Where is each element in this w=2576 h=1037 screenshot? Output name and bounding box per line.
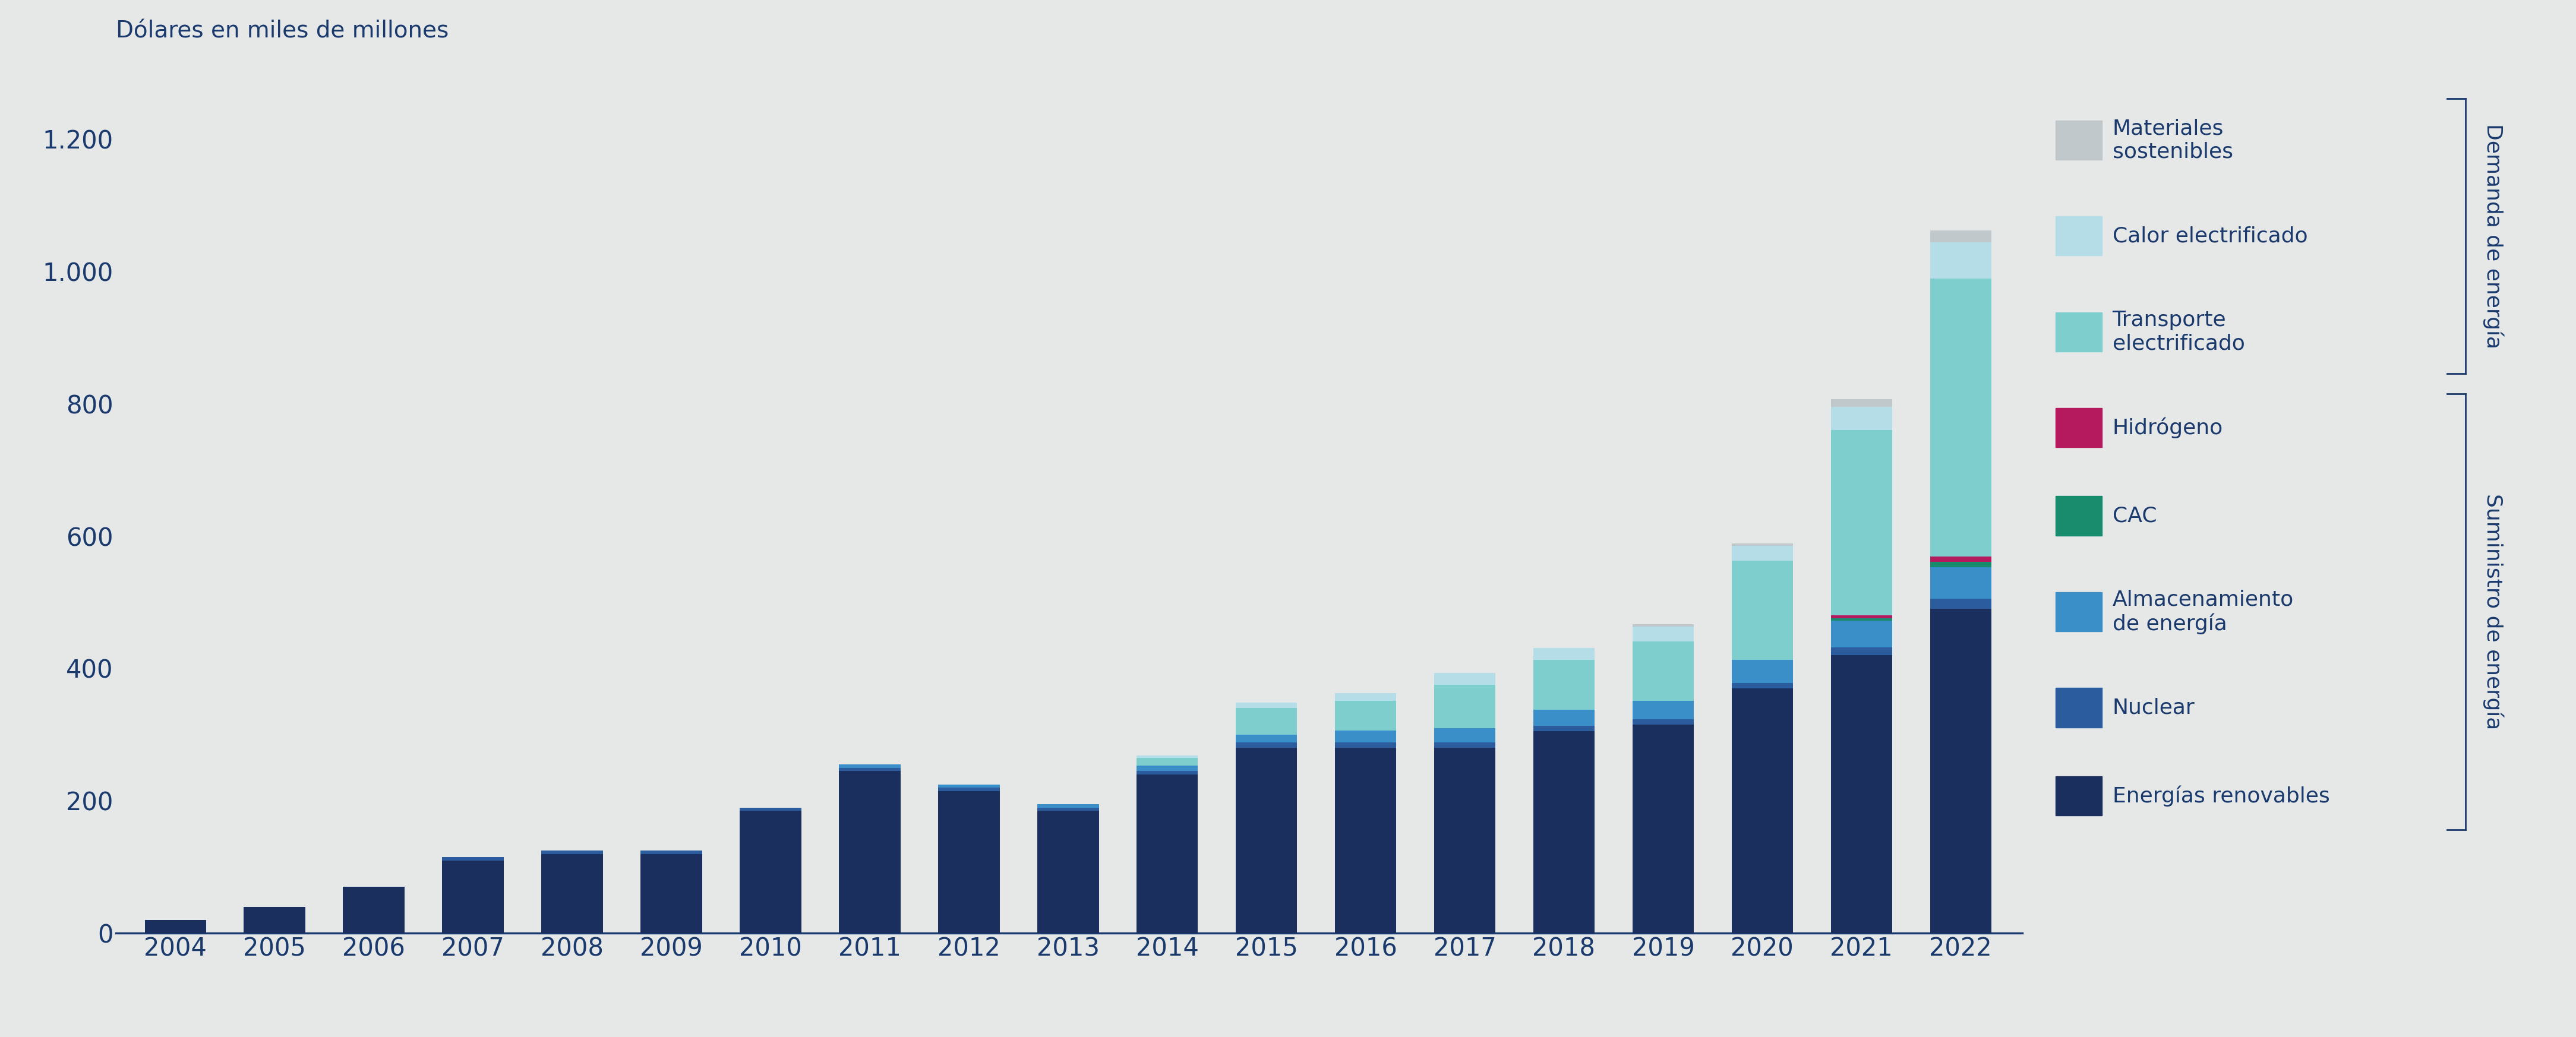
Bar: [1633, 641, 1695, 701]
Bar: [1236, 703, 1298, 708]
Text: Hidrógeno: Hidrógeno: [2112, 417, 2223, 439]
Bar: [1334, 742, 1396, 748]
Text: CAC: CAC: [2112, 506, 2156, 526]
Bar: [938, 788, 999, 791]
Bar: [1832, 621, 1893, 647]
Bar: [1334, 748, 1396, 933]
Bar: [443, 858, 505, 861]
Bar: [1334, 731, 1396, 742]
Bar: [541, 853, 603, 933]
Bar: [1633, 701, 1695, 720]
Text: Materiales
sostenibles: Materiales sostenibles: [2112, 118, 2233, 162]
Bar: [343, 887, 404, 933]
Text: Calor electrificado: Calor electrificado: [2112, 226, 2308, 246]
Bar: [739, 811, 801, 933]
Bar: [1236, 742, 1298, 748]
Text: Suministro de energía: Suministro de energía: [2483, 494, 2504, 730]
Bar: [1533, 726, 1595, 731]
Bar: [1929, 567, 1991, 599]
Bar: [1533, 731, 1595, 933]
Bar: [1929, 279, 1991, 557]
Bar: [938, 784, 999, 788]
Bar: [1731, 683, 1793, 689]
Bar: [1832, 616, 1893, 618]
Bar: [1731, 689, 1793, 933]
Bar: [840, 772, 902, 933]
Bar: [1832, 647, 1893, 655]
Bar: [1832, 430, 1893, 616]
Bar: [1435, 673, 1497, 685]
Bar: [1929, 609, 1991, 933]
Text: Nuclear: Nuclear: [2112, 698, 2195, 718]
Bar: [1731, 660, 1793, 683]
Bar: [1731, 561, 1793, 660]
Bar: [1633, 626, 1695, 641]
Bar: [1929, 599, 1991, 609]
Bar: [1236, 748, 1298, 933]
Bar: [1236, 734, 1298, 742]
Bar: [840, 764, 902, 767]
Bar: [541, 850, 603, 853]
Bar: [1832, 618, 1893, 621]
Bar: [1038, 808, 1100, 811]
Bar: [443, 861, 505, 933]
Bar: [1435, 685, 1497, 728]
Bar: [1435, 728, 1497, 742]
Bar: [739, 808, 801, 811]
Bar: [1929, 557, 1991, 562]
Bar: [1929, 242, 1991, 279]
Bar: [641, 853, 703, 933]
Bar: [1633, 725, 1695, 933]
Bar: [1533, 709, 1595, 726]
Bar: [1136, 772, 1198, 775]
Bar: [1929, 562, 1991, 567]
Bar: [641, 850, 703, 853]
Text: Transporte
electrificado: Transporte electrificado: [2112, 310, 2244, 354]
Bar: [1832, 655, 1893, 933]
Bar: [1038, 811, 1100, 933]
Bar: [1136, 775, 1198, 933]
Bar: [1038, 805, 1100, 808]
Bar: [1334, 693, 1396, 701]
Bar: [1633, 624, 1695, 626]
Text: Almacenamiento
de energía: Almacenamiento de energía: [2112, 589, 2293, 635]
Bar: [1533, 648, 1595, 660]
Bar: [1435, 742, 1497, 748]
Bar: [1533, 660, 1595, 709]
Bar: [1136, 755, 1198, 758]
Bar: [1236, 708, 1298, 734]
Bar: [1334, 701, 1396, 731]
Bar: [1929, 230, 1991, 242]
Bar: [1832, 407, 1893, 430]
Bar: [938, 791, 999, 933]
Bar: [245, 906, 307, 933]
Bar: [1633, 720, 1695, 725]
Bar: [144, 920, 206, 933]
Text: Dólares en miles de millones: Dólares en miles de millones: [116, 20, 448, 43]
Bar: [1731, 543, 1793, 545]
Bar: [1136, 765, 1198, 772]
Bar: [1731, 545, 1793, 561]
Bar: [840, 767, 902, 772]
Bar: [1435, 748, 1497, 933]
Text: Demanda de energía: Demanda de energía: [2483, 123, 2504, 348]
Bar: [1832, 399, 1893, 407]
Text: Energías renovables: Energías renovables: [2112, 785, 2329, 807]
Bar: [1136, 758, 1198, 765]
